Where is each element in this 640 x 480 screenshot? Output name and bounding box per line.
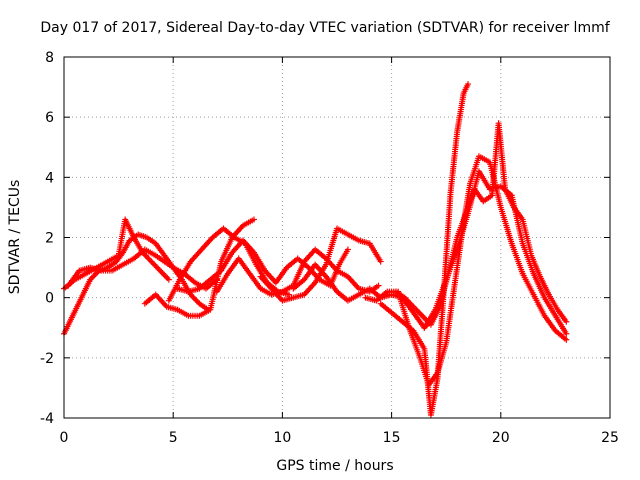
series-arc-7 (213, 246, 382, 298)
data-series (61, 81, 570, 418)
series-arc-11 (377, 81, 472, 418)
series-arc-6 (174, 237, 351, 295)
series-arc-13 (421, 168, 570, 337)
y-tick-label: 6 (45, 110, 54, 126)
data-point (465, 81, 472, 88)
data-point (563, 330, 570, 337)
x-tick-label: 0 (60, 430, 69, 446)
data-point (563, 318, 570, 325)
series-arc-8 (257, 225, 384, 304)
x-tick-label: 5 (169, 430, 178, 446)
series-arc-12 (392, 120, 570, 328)
x-tick-label: 25 (601, 430, 619, 446)
data-point (344, 246, 351, 253)
y-tick-label: -4 (40, 411, 54, 427)
y-tick-label: 8 (45, 50, 54, 66)
data-point (375, 282, 382, 289)
x-axis-label: GPS time / hours (276, 458, 393, 474)
grid-lines (64, 57, 610, 418)
y-tick-label: 2 (45, 231, 54, 247)
data-point (165, 276, 172, 283)
series-arc-2 (61, 231, 212, 337)
series-trace (63, 233, 209, 335)
data-point (377, 258, 384, 265)
data-point (251, 216, 258, 223)
series-arc-3 (65, 246, 220, 292)
series-arc-4 (141, 216, 258, 319)
data-point (563, 336, 570, 343)
x-tick-label: 10 (273, 430, 291, 446)
x-tick-label: 20 (492, 430, 510, 446)
y-tick-label: -2 (40, 351, 54, 367)
x-tick-label: 15 (383, 430, 401, 446)
y-tick-label: 0 (45, 291, 54, 307)
y-tick-label: 4 (45, 170, 54, 186)
y-axis-label: SDTVAR / TECUs (7, 180, 23, 295)
axis-ticks: 0 5 10 15 20 25 -4 -2 0 2 4 6 8 (40, 50, 619, 446)
data-point (285, 291, 292, 298)
chart-title: Day 017 of 2017, Sidereal Day-to-day VTE… (40, 20, 610, 36)
